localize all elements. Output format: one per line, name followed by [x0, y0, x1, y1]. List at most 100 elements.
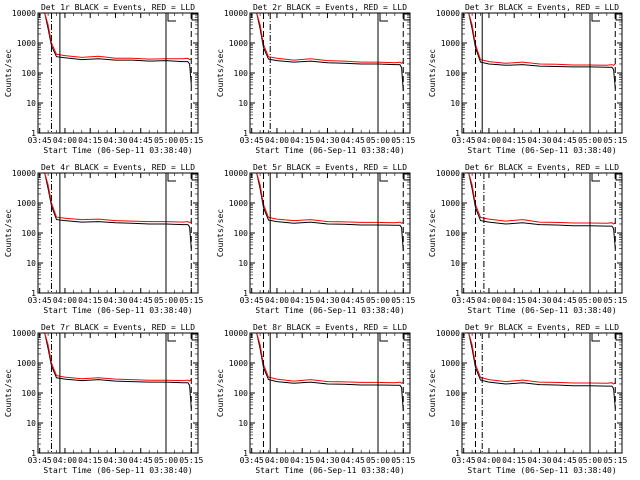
x-tick-label: 05:00 [578, 136, 602, 145]
chart-panel-7: 1 10 100 1000 10000 03:45 04:00 04:15 04:30 04:45… [4, 323, 203, 475]
x-tick-label: 05:15 [179, 456, 203, 465]
x-tick-label: 04:15 [290, 296, 314, 305]
x-tick-label: 04:15 [78, 456, 102, 465]
y-tick-label: 10 [450, 99, 460, 108]
plot-frame [249, 12, 411, 134]
x-tick-label: 04:30 [103, 456, 127, 465]
chart-title: Det 5r BLACK = Events, RED = LLD [253, 163, 407, 172]
series-line-events [462, 333, 616, 409]
series-line-lld [250, 333, 404, 384]
x-tick-label: 04:00 [265, 296, 289, 305]
chart-title: Det 8r BLACK = Events, RED = LLD [253, 323, 407, 332]
series-line-events [462, 173, 616, 249]
x-axis-label: Start Time (06-Sep-11 03:38:40) [43, 146, 192, 155]
series-line-lld [462, 13, 616, 66]
plot-frame [461, 12, 623, 134]
x-tick-label: 04:30 [315, 136, 339, 145]
y-tick-label: 10 [450, 259, 460, 268]
y-axis-label: Counts/sec [428, 369, 437, 417]
y-tick-label: 10 [26, 259, 36, 268]
bracket-mark [379, 333, 388, 342]
x-tick-label: 05:00 [154, 136, 178, 145]
corner-box-mark [403, 173, 411, 181]
series-line-lld [250, 173, 404, 224]
chart-panel-4: 1 10 100 1000 10000 03:45 04:00 04:15 04:30 04:45… [4, 163, 203, 315]
x-tick-label: 04:30 [527, 296, 551, 305]
y-tick-label: 1 [243, 449, 248, 458]
y-tick-label: 100 [446, 69, 461, 78]
x-axis-label: Start Time (06-Sep-11 03:38:40) [43, 466, 192, 475]
y-tick-label: 100 [446, 229, 461, 238]
y-tick-label: 1000 [17, 199, 36, 208]
y-tick-label: 1000 [441, 199, 460, 208]
y-tick-label: 1 [455, 129, 460, 138]
series-line-lld [462, 333, 616, 385]
y-axis-label: Counts/sec [4, 209, 13, 257]
x-tick-label: 04:15 [502, 296, 526, 305]
corner-box-mark [615, 173, 623, 181]
chart-panel-3: 1 10 100 1000 10000 03:45 04:00 04:15 04:30 04:45… [428, 3, 627, 155]
y-tick-label: 10 [238, 99, 248, 108]
chart-title: Det 2r BLACK = Events, RED = LLD [253, 3, 407, 12]
chart-panel-5: 1 10 100 1000 10000 03:45 04:00 04:15 04:30 04:45… [216, 163, 415, 315]
bracket-mark [379, 13, 388, 22]
chart-panel-6: 1 10 100 1000 10000 03:45 04:00 04:15 04:30 04:45… [428, 163, 627, 315]
chart-panel-8: 1 10 100 1000 10000 03:45 04:00 04:15 04:30 04:45… [216, 323, 415, 475]
x-axis-label: Start Time (06-Sep-11 03:38:40) [467, 146, 616, 155]
y-tick-label: 10000 [224, 329, 248, 338]
bracket-mark [591, 13, 600, 22]
x-tick-label: 04:45 [341, 456, 365, 465]
bracket-mark [591, 173, 600, 182]
corner-box-mark [191, 173, 199, 181]
x-tick-label: 05:15 [179, 136, 203, 145]
y-tick-label: 10000 [224, 9, 248, 18]
series-line-events [250, 333, 404, 412]
x-tick-label: 04:00 [477, 296, 501, 305]
corner-box-mark [191, 333, 199, 341]
x-tick-label: 05:00 [366, 136, 390, 145]
x-tick-label: 05:15 [179, 296, 203, 305]
x-tick-label: 04:45 [553, 456, 577, 465]
series-line-events [38, 173, 192, 249]
y-tick-label: 10 [26, 99, 36, 108]
chart-panel-2: 1 10 100 1000 10000 03:45 04:00 04:15 04:30 04:45… [216, 3, 415, 155]
x-tick-label: 04:15 [290, 456, 314, 465]
y-tick-label: 100 [234, 69, 249, 78]
x-tick-label: 03:45 [452, 456, 476, 465]
y-tick-label: 10 [238, 419, 248, 428]
y-tick-label: 10000 [436, 169, 460, 178]
y-tick-label: 1000 [229, 199, 248, 208]
x-tick-label: 04:15 [502, 136, 526, 145]
x-tick-label: 03:45 [28, 136, 52, 145]
y-axis-label: Counts/sec [216, 49, 225, 97]
x-tick-label: 05:15 [391, 456, 415, 465]
x-tick-label: 04:45 [129, 296, 153, 305]
x-tick-label: 05:00 [154, 456, 178, 465]
series-line-lld [38, 333, 192, 382]
x-tick-label: 05:15 [603, 456, 627, 465]
series-line-events [250, 13, 404, 92]
series-line-lld [462, 173, 616, 225]
x-tick-label: 04:30 [103, 296, 127, 305]
x-axis-label: Start Time (06-Sep-11 03:38:40) [467, 466, 616, 475]
y-tick-label: 1 [31, 129, 36, 138]
y-tick-label: 10000 [12, 329, 36, 338]
plot-frame [461, 172, 623, 294]
corner-box-mark [403, 333, 411, 341]
y-tick-label: 100 [22, 69, 37, 78]
series-line-events [38, 333, 192, 409]
series-line-events [462, 13, 616, 89]
y-tick-label: 1 [31, 449, 36, 458]
x-tick-label: 04:00 [477, 136, 501, 145]
y-tick-label: 10000 [12, 169, 36, 178]
x-tick-label: 04:30 [315, 456, 339, 465]
x-tick-label: 05:00 [366, 456, 390, 465]
bracket-mark [591, 333, 600, 342]
y-axis-label: Counts/sec [428, 49, 437, 97]
y-tick-label: 100 [22, 389, 37, 398]
x-tick-label: 04:45 [341, 136, 365, 145]
series-line-events [38, 13, 192, 85]
y-tick-label: 1 [31, 289, 36, 298]
x-tick-label: 04:45 [129, 456, 153, 465]
chart-title: Det 1r BLACK = Events, RED = LLD [41, 3, 195, 12]
